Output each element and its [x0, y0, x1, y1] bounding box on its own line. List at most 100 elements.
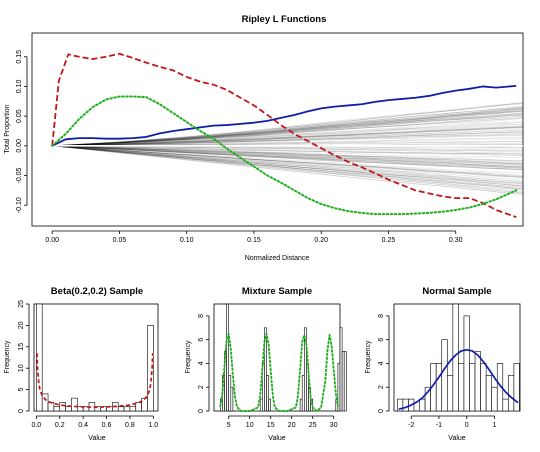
ripley-simulation-line — [52, 145, 524, 196]
ripley-simulation-line — [52, 134, 524, 147]
ripley-simulation-line — [52, 145, 524, 180]
ripley-simulation-line — [52, 145, 524, 169]
beta-x-axis: 0.0 0.2 0.4 0.6 0.8 1.0 — [31, 415, 158, 429]
beta-x-tick-label: 0.8 — [125, 422, 135, 429]
ripley-simulation-line — [52, 145, 524, 168]
normal-histogram-bar — [463, 315, 470, 412]
mixture-histogram-bar — [268, 398, 272, 412]
normal-histogram-bar — [402, 398, 409, 412]
ripley-simulation-line — [52, 145, 524, 155]
ripley-simulation-line — [52, 145, 524, 195]
ripley-simulation-line — [52, 130, 524, 147]
ripley-simulation-line — [52, 145, 524, 161]
mixture-y-tick-label: 8 — [198, 314, 205, 318]
ripley-simulation-line — [52, 145, 524, 182]
ripley-simulation-line — [52, 121, 524, 147]
beta-histogram-bar — [36, 303, 43, 412]
mixture-title: Mixture Sample — [242, 286, 312, 297]
ripley-simulation-line — [52, 138, 524, 147]
ripley-simulation-line — [52, 145, 524, 165]
ripley-simulation-line — [52, 145, 524, 176]
ripley-simulation-line — [52, 145, 524, 168]
mixture-histogram-bar — [341, 351, 345, 412]
normal-histogram-bar — [469, 363, 476, 412]
ripley-simulation-line — [52, 123, 524, 147]
ripley-simulation-line — [52, 145, 524, 178]
beta-histogram-bar — [117, 406, 125, 412]
ripley-simulation-line — [52, 103, 524, 147]
ripley-simulation-line — [52, 108, 524, 147]
ripley-simulation-line — [52, 145, 524, 177]
ripley-simulation-line — [52, 105, 524, 147]
ripley-simulation-line — [52, 145, 524, 169]
ripley-simulation-line — [52, 108, 524, 147]
ripley-simulation-line — [52, 145, 524, 190]
ripley-title: Ripley L Functions — [242, 14, 327, 25]
beta-density-curve — [36, 353, 154, 408]
ripley-simulation-line — [52, 131, 524, 147]
ripley-simulation-line — [52, 145, 524, 194]
normal-histogram-bar — [458, 363, 465, 412]
beta-title: Beta(0.2,0.2) Sample — [51, 286, 143, 297]
beta-histogram-bars — [36, 303, 154, 412]
ripley-simulation-line — [52, 145, 524, 184]
ripley-simulation-line — [52, 118, 524, 147]
normal-x-tick-label: 0 — [465, 422, 469, 429]
ripley-simulation-line — [52, 129, 524, 147]
ripley-x-tick-label: 0.00 — [45, 237, 59, 244]
ripley-simulation-line — [52, 145, 524, 155]
beta-plot-frame — [33, 303, 159, 412]
normal-y-tick-label: 4 — [378, 361, 385, 365]
ripley-simulation-line — [52, 145, 524, 190]
mixture-density-curve — [219, 332, 339, 412]
ripley-simulation-line — [52, 145, 524, 174]
mixture-x-axis: 5 10 15 20 25 30 — [227, 415, 338, 429]
normal-density-line — [398, 348, 519, 411]
beta-x-tick-label: 0.6 — [102, 422, 112, 429]
ripley-series-green-line — [51, 95, 518, 216]
ripley-simulation-line — [52, 106, 524, 147]
ripley-simulation-line — [52, 121, 524, 147]
ripley-x-tick-label: 0.30 — [449, 237, 463, 244]
normal-histogram-bar — [496, 363, 504, 412]
ripley-simulation-line — [52, 114, 524, 147]
ripley-simulation-line — [52, 108, 524, 147]
ripley-y-tick-label: -0.05 — [16, 167, 23, 183]
ripley-simulation-line — [52, 145, 524, 179]
ripley-simulation-line — [52, 129, 524, 147]
ripley-simulation-line — [52, 145, 524, 189]
normal-panel: Normal Sample -2 -1 0 1 0 2 4 6 8 Value Frequen… — [365, 286, 521, 442]
ripley-simulation-line — [52, 145, 524, 168]
beta-histogram-bar — [71, 397, 78, 412]
beta-y-tick-label: 25 — [18, 300, 25, 308]
ripley-simulation-line — [52, 110, 524, 147]
ripley-simulation-line — [52, 145, 524, 187]
beta-histogram-bar — [141, 397, 148, 412]
ripley-series-red-line — [51, 52, 517, 218]
normal-y-axis: 0 2 4 6 8 — [378, 314, 390, 413]
ripley-y-tick-label: -0.10 — [16, 197, 23, 213]
beta-y-label: Frequency — [4, 340, 11, 374]
ripley-simulation-line — [52, 107, 524, 147]
normal-x-label: Value — [448, 435, 465, 442]
beta-histogram-bar — [123, 406, 131, 412]
ripley-simulation-line — [52, 117, 524, 147]
normal-y-tick-label: 0 — [378, 409, 385, 413]
beta-histogram-bar — [47, 402, 55, 412]
beta-histogram-bar — [53, 406, 61, 412]
normal-x-tick-label: -1 — [436, 422, 442, 429]
normal-x-tick-label: -2 — [408, 422, 414, 429]
normal-histogram-bar — [441, 339, 448, 412]
beta-x-tick-label: 1.0 — [148, 422, 158, 429]
ripley-simulation-line — [52, 145, 524, 170]
ripley-x-tick-label: 0.20 — [314, 237, 328, 244]
mixture-x-tick-label: 15 — [267, 422, 275, 429]
ripley-simulation-line — [52, 127, 524, 147]
ripley-x-axis: 0.00 0.05 0.10 0.15 0.20 0.25 0.30 — [45, 230, 463, 244]
ripley-simulation-line — [52, 127, 524, 147]
ripley-simulation-line — [52, 145, 524, 158]
beta-x-tick-label: 0.0 — [31, 422, 41, 429]
ripley-simulation-line — [52, 112, 524, 147]
ripley-y-label: Total Proportion — [4, 104, 11, 153]
beta-y-tick-label: 10 — [18, 364, 25, 372]
